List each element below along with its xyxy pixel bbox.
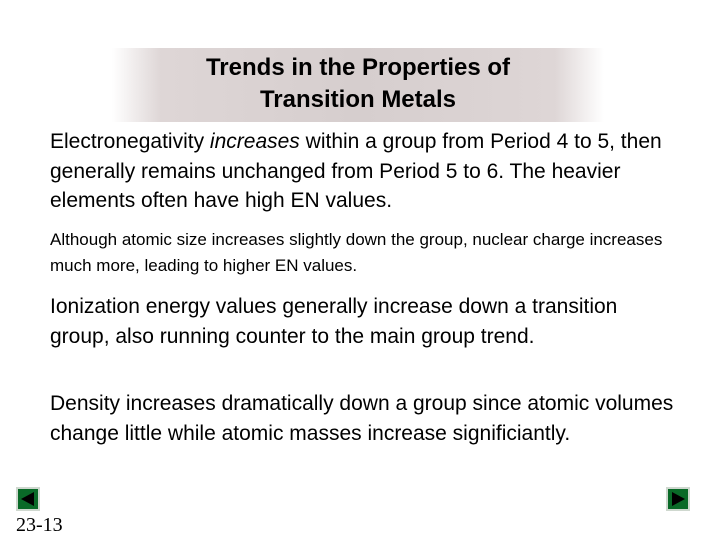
title-band: [112, 48, 604, 122]
slide-title-line-2: Transition Metals: [259, 86, 457, 113]
slide-number: 23-13: [16, 514, 63, 536]
triangle-left-icon: [21, 492, 34, 506]
slide-title-line-1: Trends in the Properties of: [205, 54, 511, 81]
paragraph-atomic-size: Although atomic size increases slightly …: [50, 230, 663, 275]
next-slide-button[interactable]: [666, 487, 690, 511]
para1-text-end: within a group from Period 4 to 5, then …: [50, 130, 662, 212]
paragraph-electronegativity: Electronegativity increases within a gro…: [50, 127, 680, 216]
prev-slide-button[interactable]: [16, 487, 40, 511]
paragraph-ionization-energy: Ionization energy values generally incre…: [50, 295, 618, 348]
triangle-right-icon: [672, 492, 685, 506]
para1-text-start: Electronegativity: [50, 130, 210, 153]
para1-emphasis: increases: [209, 130, 300, 153]
paragraph-density: Density increases dramatically down a gr…: [50, 392, 674, 445]
slide-title: Trends in the Properties of Transition M…: [112, 52, 604, 116]
